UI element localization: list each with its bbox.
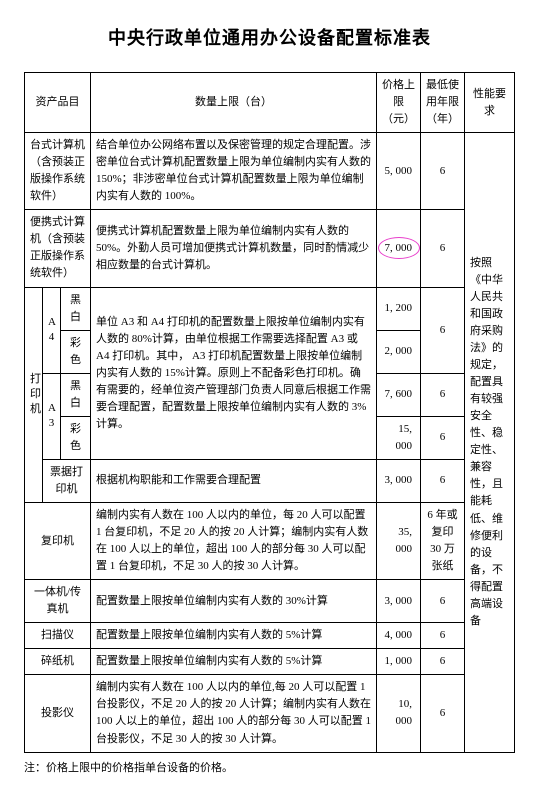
- asset-name: 复印机: [25, 502, 91, 579]
- printer-a4-bw: 黑白: [61, 287, 91, 330]
- asset-price: 5, 000: [377, 133, 421, 210]
- asset-name: 投影仪: [25, 675, 91, 752]
- asset-life: 6: [421, 459, 465, 502]
- col-life: 最低使用年限（年）: [421, 73, 465, 133]
- table-row: 投影仪 编制内实有人数在 100 人以内的单位,每 20 人可以配置 1 台投影…: [25, 675, 515, 752]
- asset-price: 10, 000: [377, 675, 421, 752]
- col-price: 价格上限（元）: [377, 73, 421, 133]
- table-row: 打印机 A4 黑白 单位 A3 和 A4 打印机的配置数量上限按单位编制内实有人…: [25, 287, 515, 330]
- asset-desc: 配置数量上限按单位编制内实有人数的 5%计算: [91, 649, 377, 675]
- table-row: 台式计算机（含预装正版操作系统软件） 结合单位办公网络布置以及保密管理的规定合理…: [25, 133, 515, 210]
- table-row: 票据打印机 根据机构职能和工作需要合理配置 3, 000 6: [25, 459, 515, 502]
- asset-price: 15, 000: [377, 416, 421, 459]
- asset-life: 6: [421, 416, 465, 459]
- asset-life: 6: [421, 623, 465, 649]
- asset-life: 6: [421, 210, 465, 287]
- table-header-row: 资产品目 数量上限（台） 价格上限（元） 最低使用年限（年） 性能要求: [25, 73, 515, 133]
- asset-name: 碎纸机: [25, 649, 91, 675]
- asset-price: 3, 000: [377, 580, 421, 623]
- col-asset: 资产品目: [25, 73, 91, 133]
- asset-desc: 编制内实有人数在 100 人以内的单位，每 20 人可以配置 1 台复印机，不足…: [91, 502, 377, 579]
- asset-desc: 根据机构职能和工作需要合理配置: [91, 459, 377, 502]
- asset-life: 6: [421, 649, 465, 675]
- col-qty: 数量上限（台）: [91, 73, 377, 133]
- printer-a4: A4: [43, 287, 61, 373]
- printer-a3-color: 彩色: [61, 416, 91, 459]
- table-row: 一体机/传真机 配置数量上限按单位编制内实有人数的 30%计算 3, 000 6: [25, 580, 515, 623]
- asset-life: 6: [421, 373, 465, 416]
- table-row: 复印机 编制内实有人数在 100 人以内的单位，每 20 人可以配置 1 台复印…: [25, 502, 515, 579]
- asset-life: 6: [421, 580, 465, 623]
- asset-desc: 结合单位办公网络布置以及保密管理的规定合理配置。涉密单位台式计算机配置数量上限为…: [91, 133, 377, 210]
- asset-desc: 便携式计算机配置数量上限为单位编制内实有人数的 50%。外勤人员可增加便携式计算…: [91, 210, 377, 287]
- asset-life: 6: [421, 287, 465, 373]
- asset-name: 扫描仪: [25, 623, 91, 649]
- asset-price: 7, 600: [377, 373, 421, 416]
- printer-a4-color: 彩色: [61, 330, 91, 373]
- asset-life: 6: [421, 133, 465, 210]
- printer-doc: 票据打印机: [43, 459, 91, 502]
- asset-price: 1, 000: [377, 649, 421, 675]
- asset-name: 台式计算机（含预装正版操作系统软件）: [25, 133, 91, 210]
- asset-desc: 配置数量上限按单位编制内实有人数的 5%计算: [91, 623, 377, 649]
- table-row: 便携式计算机（含预装正版操作系统软件） 便携式计算机配置数量上限为单位编制内实有…: [25, 210, 515, 287]
- asset-desc: 配置数量上限按单位编制内实有人数的 30%计算: [91, 580, 377, 623]
- asset-name: 便携式计算机（含预装正版操作系统软件）: [25, 210, 91, 287]
- asset-price: 35, 000: [377, 502, 421, 579]
- perf-cell: 按照《中华人民共和国政府采购法》的规定，配置具有较强安全性、稳定性、兼容性，且能…: [465, 133, 515, 752]
- printer-a3-bw: 黑白: [61, 373, 91, 416]
- standards-table: 资产品目 数量上限（台） 价格上限（元） 最低使用年限（年） 性能要求 台式计算…: [24, 72, 515, 753]
- printer-a3: A3: [43, 373, 61, 459]
- col-perf: 性能要求: [465, 73, 515, 133]
- asset-price: 1, 200: [377, 287, 421, 330]
- asset-life: 6: [421, 675, 465, 752]
- asset-price: 4, 000: [377, 623, 421, 649]
- asset-price: 2, 000: [377, 330, 421, 373]
- printer-group: 打印机: [25, 287, 43, 502]
- asset-desc: 编制内实有人数在 100 人以内的单位,每 20 人可以配置 1 台投影仪，不足…: [91, 675, 377, 752]
- asset-life: 6 年或复印 30 万张纸: [421, 502, 465, 579]
- footnote: 注：价格上限中的价格指单台设备的价格。: [24, 759, 515, 775]
- asset-name: 一体机/传真机: [25, 580, 91, 623]
- table-row: 扫描仪 配置数量上限按单位编制内实有人数的 5%计算 4, 000 6: [25, 623, 515, 649]
- page-title: 中央行政单位通用办公设备配置标准表: [24, 24, 515, 50]
- table-row: 碎纸机 配置数量上限按单位编制内实有人数的 5%计算 1, 000 6: [25, 649, 515, 675]
- printer-desc: 单位 A3 和 A4 打印机的配置数量上限按单位编制内实有人数的 80%计算，由…: [91, 287, 377, 459]
- asset-price-highlighted: 7, 000: [377, 210, 421, 287]
- asset-price: 3, 000: [377, 459, 421, 502]
